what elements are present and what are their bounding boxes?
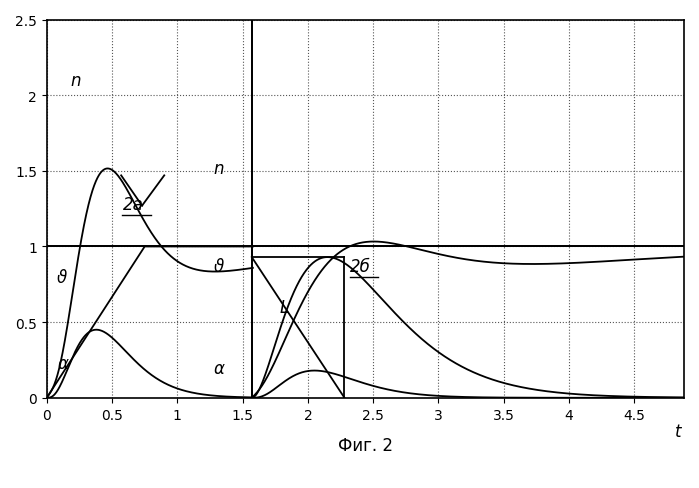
Text: L: L: [279, 298, 289, 316]
Text: ϑ: ϑ: [57, 268, 67, 286]
Text: 2a: 2a: [122, 196, 143, 214]
Text: n: n: [70, 72, 80, 90]
Text: t: t: [675, 422, 682, 440]
Text: n: n: [214, 160, 224, 178]
Text: α: α: [214, 359, 225, 377]
Text: 2б: 2б: [350, 258, 370, 276]
Text: α: α: [57, 354, 69, 372]
Text: ϑ: ϑ: [214, 258, 224, 276]
Text: Фиг. 2: Фиг. 2: [338, 436, 393, 454]
